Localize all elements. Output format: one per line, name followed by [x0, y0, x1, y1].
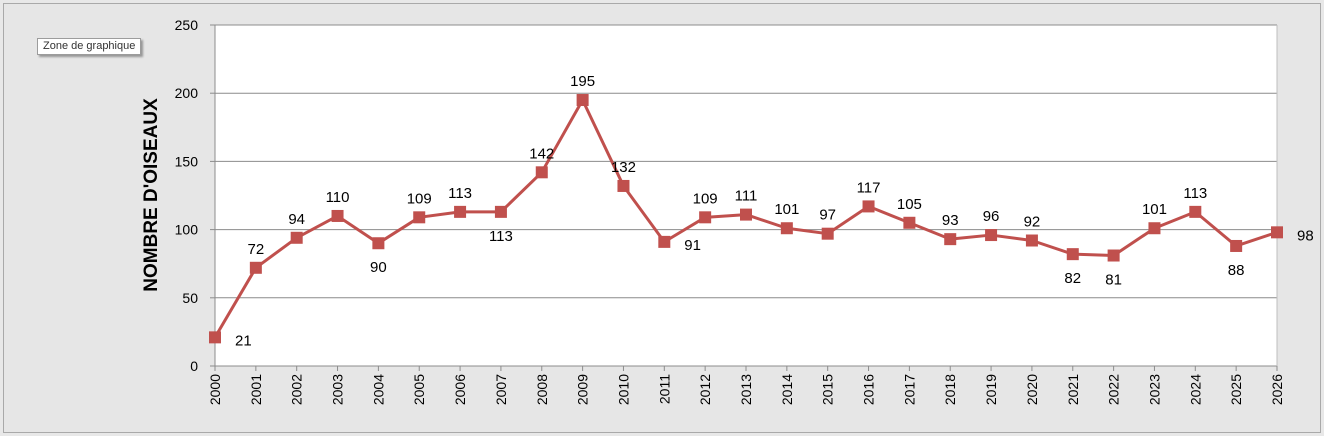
data-label: 93	[942, 212, 959, 229]
data-label: 88	[1228, 262, 1245, 279]
data-point-marker	[1189, 205, 1202, 218]
data-label: 101	[774, 201, 799, 218]
data-label: 91	[684, 237, 701, 254]
data-label: 97	[819, 207, 836, 224]
y-tick-label: 200	[175, 85, 199, 101]
data-label: 113	[489, 228, 513, 245]
data-point-marker	[290, 231, 303, 244]
data-point-marker	[658, 235, 671, 248]
data-label: 96	[983, 208, 1000, 225]
y-tick-label: 100	[175, 222, 199, 238]
x-tick-label: 2026	[1269, 374, 1285, 405]
data-point-marker	[780, 222, 793, 235]
x-tick-label: 2020	[1024, 374, 1040, 405]
x-tick-label: 2016	[861, 374, 877, 405]
series	[209, 94, 1283, 344]
y-tick-label: 150	[175, 153, 199, 169]
data-point-marker	[1230, 239, 1243, 252]
data-point-marker	[454, 205, 467, 218]
x-tick-label: 2024	[1187, 374, 1203, 405]
x-tick-label: 2001	[248, 374, 264, 405]
x-tick-label: 2013	[738, 374, 754, 405]
data-point-marker	[331, 209, 344, 222]
data-point-marker	[249, 261, 262, 274]
data-label: 72	[248, 241, 265, 258]
data-label: 117	[857, 179, 881, 196]
data-point-marker	[494, 205, 507, 218]
y-axis-label: NOMBRE D'OISEAUX	[141, 98, 162, 292]
data-labels: 21 72 94 110 90 109 113 113 142 195 132 91 109 111 101…	[235, 73, 1314, 349]
x-tick-label: 2002	[289, 374, 305, 405]
data-point-marker	[1066, 248, 1079, 261]
x-tick-label: 2003	[330, 374, 346, 405]
data-point-marker	[944, 233, 957, 246]
data-point-marker	[821, 227, 834, 240]
data-label: 109	[407, 190, 432, 207]
x-tick-label: 2008	[534, 374, 550, 405]
x-tick-label: 2021	[1065, 374, 1081, 405]
data-point-marker	[617, 179, 630, 192]
y-tick-label: 50	[182, 290, 198, 306]
data-point-marker	[1025, 234, 1038, 247]
y-axis-ticks: 0 50 100 150 200 250	[175, 17, 215, 374]
data-point-marker	[985, 229, 998, 242]
x-tick-label: 2019	[983, 374, 999, 405]
data-label: 98	[1297, 227, 1314, 244]
x-tick-label: 2012	[697, 374, 713, 405]
data-point-marker	[1107, 249, 1120, 262]
data-point-marker	[1271, 226, 1283, 239]
data-label: 81	[1105, 272, 1122, 289]
x-tick-label: 2018	[942, 374, 958, 405]
x-axis-ticks: 2000 2001 2002 2003 2004 2005 2006 2007 2008 2009…	[207, 366, 1285, 405]
data-label: 142	[529, 145, 554, 162]
data-label: 92	[1024, 214, 1041, 231]
y-tick-label: 0	[190, 358, 198, 374]
data-point-marker	[372, 237, 385, 250]
x-tick-label: 2004	[370, 374, 386, 405]
data-point-marker	[903, 216, 916, 229]
data-label: 110	[326, 189, 350, 206]
x-tick-label: 2010	[615, 374, 631, 405]
plot-area	[215, 25, 1277, 366]
x-tick-label: 2014	[779, 374, 795, 405]
data-point-marker	[740, 208, 752, 221]
data-label: 21	[235, 332, 252, 349]
data-point-marker	[535, 166, 548, 179]
data-label: 82	[1064, 270, 1081, 287]
chart-area-tooltip: Zone de graphique	[37, 38, 142, 55]
x-tick-label: 2015	[820, 374, 836, 405]
x-tick-label: 2000	[207, 374, 223, 405]
data-point-marker	[576, 94, 589, 107]
x-tick-label: 2017	[901, 374, 917, 405]
x-tick-label: 2009	[575, 374, 591, 405]
data-label: 195	[570, 73, 595, 90]
data-label: 111	[735, 188, 758, 205]
data-label: 105	[897, 196, 922, 213]
x-tick-label: 2007	[493, 374, 509, 405]
data-label: 109	[693, 190, 718, 207]
data-point-marker	[862, 200, 875, 213]
data-point-marker	[209, 331, 221, 344]
data-label: 113	[1183, 185, 1207, 202]
data-label: 90	[370, 259, 387, 276]
y-tick-label: 250	[175, 17, 199, 33]
data-point-marker	[1148, 222, 1161, 235]
x-tick-label: 2006	[452, 374, 468, 405]
x-tick-label: 2005	[411, 374, 427, 405]
data-point-marker	[699, 211, 712, 224]
x-tick-label: 2011	[656, 374, 672, 404]
x-tick-label: 2022	[1106, 374, 1122, 405]
x-tick-label: 2025	[1228, 374, 1244, 405]
data-label: 113	[448, 185, 472, 202]
data-label: 101	[1142, 201, 1167, 218]
data-label: 94	[288, 211, 305, 228]
data-point-marker	[413, 211, 426, 224]
x-tick-label: 2023	[1146, 374, 1162, 405]
data-label: 132	[611, 159, 636, 176]
